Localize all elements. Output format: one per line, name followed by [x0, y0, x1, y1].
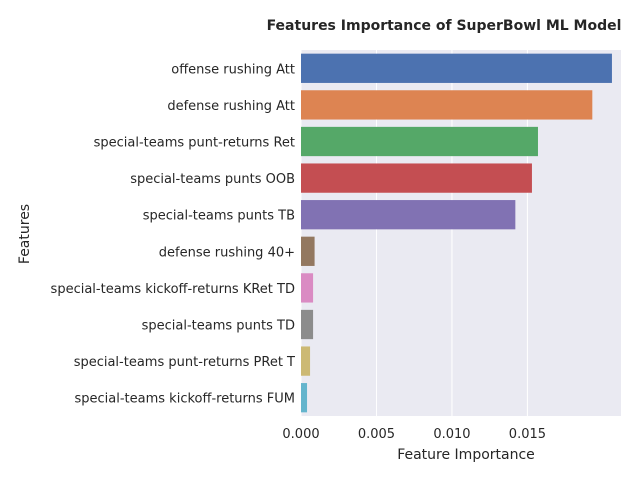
- bar: [301, 126, 538, 157]
- y-tick-label: special-teams punt-returns PRet T: [74, 355, 295, 370]
- y-tick-label: special-teams kickoff-returns KRet TD: [51, 282, 295, 297]
- bars: [301, 53, 612, 413]
- x-tick-label: 0.010: [433, 427, 470, 442]
- y-tick-label: special-teams punts OOB: [130, 172, 295, 187]
- chart-title: Features Importance of SuperBowl ML Mode…: [267, 18, 622, 34]
- bar: [301, 346, 311, 376]
- y-tick-label: special-teams punt-returns Ret: [94, 136, 295, 151]
- x-tick-label: 0.015: [509, 427, 546, 442]
- x-axis-label: Feature Importance: [397, 447, 535, 463]
- y-tick-label: special-teams punts TD: [142, 319, 295, 334]
- bar: [301, 53, 612, 83]
- y-axis-label: Features: [17, 204, 33, 264]
- x-tick-label: 0.000: [282, 427, 319, 442]
- bar: [301, 273, 314, 303]
- y-tick-label: defense rushing 40+: [159, 245, 295, 260]
- bar: [301, 163, 532, 193]
- bar: [301, 309, 314, 340]
- y-tick-label: special-teams kickoff-returns FUM: [75, 392, 296, 407]
- y-tick-label: defense rushing Att: [167, 99, 295, 114]
- bar: [301, 200, 516, 230]
- x-tick-labels: 0.000 0.005 0.010 0.015: [282, 427, 546, 442]
- bar: [301, 383, 308, 413]
- bar: [301, 236, 315, 266]
- y-tick-label: offense rushing Att: [171, 62, 295, 77]
- y-tick-labels: offense rushing Att defense rushing Att sp…: [51, 62, 296, 406]
- y-tick-label: special-teams punts TB: [143, 209, 295, 224]
- bar: [301, 90, 593, 120]
- x-tick-label: 0.005: [358, 427, 395, 442]
